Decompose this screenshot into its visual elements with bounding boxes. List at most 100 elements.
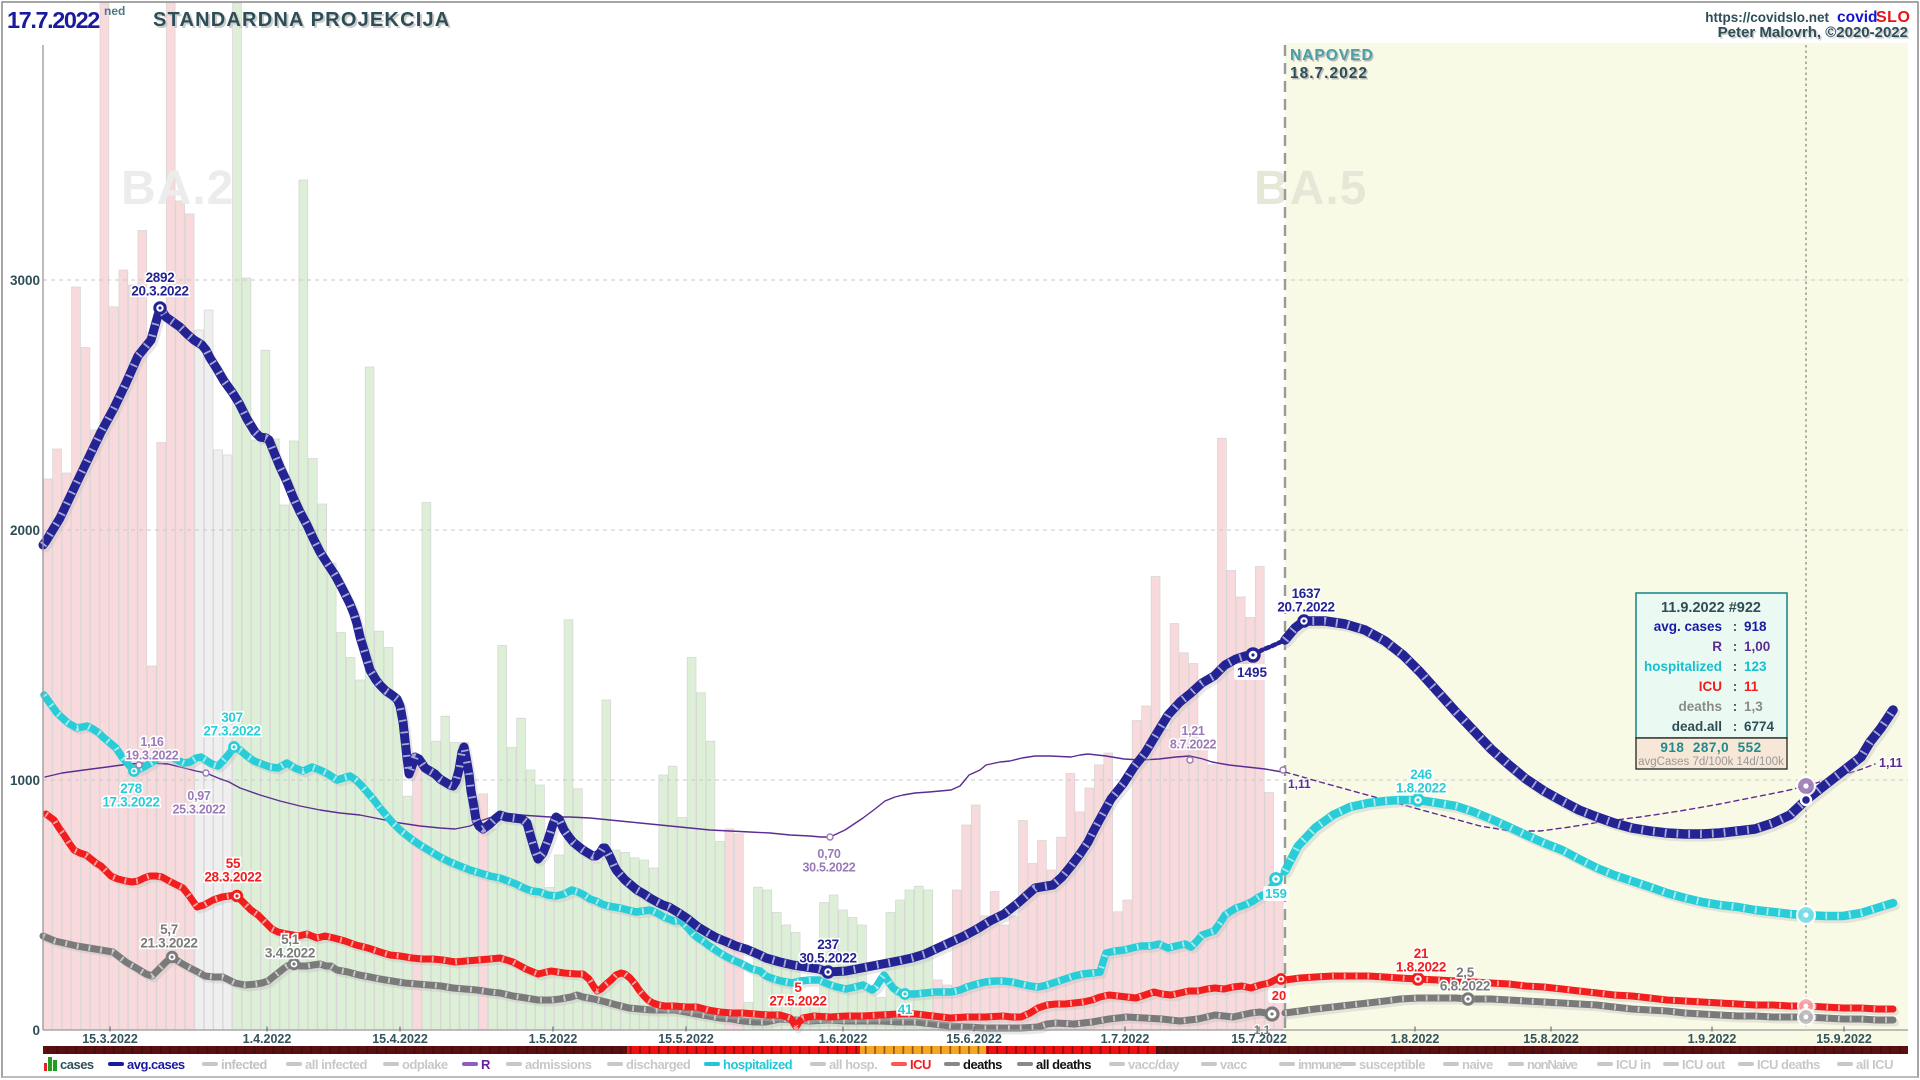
svg-text:15.5.2022: 15.5.2022	[658, 1032, 714, 1046]
svg-text:3000: 3000	[10, 273, 40, 288]
svg-text:dead.all: dead.all	[1672, 719, 1722, 734]
svg-text:20.7.2022: 20.7.2022	[1277, 600, 1334, 615]
svg-text:1.4.2022: 1.4.2022	[243, 1032, 292, 1046]
svg-text:27.3.2022: 27.3.2022	[203, 724, 260, 739]
svg-text::: :	[1733, 679, 1738, 694]
svg-text::: :	[1733, 639, 1738, 654]
svg-text:1.7.2022: 1.7.2022	[1101, 1032, 1150, 1046]
svg-text:3.4.2022: 3.4.2022	[265, 946, 315, 961]
svg-text:8.7.2022: 8.7.2022	[1170, 738, 1217, 752]
svg-text:R: R	[481, 1057, 491, 1072]
svg-text:0,70: 0,70	[817, 847, 840, 861]
svg-text:17.3.2022: 17.3.2022	[102, 795, 159, 810]
svg-text:1495: 1495	[1237, 665, 1268, 680]
svg-text:5,7: 5,7	[160, 922, 178, 937]
svg-text:avg.cases: avg.cases	[127, 1057, 185, 1072]
svg-text:discharged: discharged	[626, 1057, 691, 1072]
svg-text:307: 307	[221, 710, 243, 725]
svg-text:immune: immune	[1298, 1057, 1342, 1072]
svg-text:246: 246	[1410, 767, 1432, 782]
svg-text:ICU deaths: ICU deaths	[1757, 1057, 1820, 1072]
svg-text:1,00: 1,00	[1744, 639, 1770, 654]
svg-text:159: 159	[1265, 886, 1287, 901]
svg-text:NAPOVED: NAPOVED	[1290, 47, 1374, 64]
svg-text:15.9.2022: 15.9.2022	[1816, 1032, 1872, 1046]
svg-text:0: 0	[32, 1023, 40, 1038]
svg-text:11.9.2022 #922: 11.9.2022 #922	[1661, 600, 1761, 616]
svg-text:21.3.2022: 21.3.2022	[140, 936, 197, 951]
svg-text:6.8.2022: 6.8.2022	[1440, 979, 1490, 994]
svg-text:1,16: 1,16	[140, 735, 163, 749]
svg-text:278: 278	[120, 781, 142, 796]
svg-text:30.5.2022: 30.5.2022	[799, 951, 856, 966]
svg-text:naive: naive	[1462, 1057, 1493, 1072]
svg-text:15.7.2022: 15.7.2022	[1231, 1032, 1287, 1046]
svg-text:1.8.2022: 1.8.2022	[1396, 960, 1446, 975]
svg-text:2,5: 2,5	[1456, 965, 1475, 980]
svg-text::: :	[1733, 699, 1738, 714]
svg-text:avg. cases: avg. cases	[1654, 619, 1722, 634]
svg-text:2892: 2892	[146, 270, 175, 285]
svg-text:6774: 6774	[1744, 719, 1775, 734]
svg-text:918: 918	[1744, 619, 1767, 634]
svg-text:ned: ned	[104, 4, 125, 18]
svg-text:1.5.2022: 1.5.2022	[529, 1032, 578, 1046]
svg-text:all infected: all infected	[305, 1057, 367, 1072]
svg-text:918 287,0 552: 918 287,0 552	[1660, 740, 1761, 755]
svg-text:18.7.2022: 18.7.2022	[1290, 65, 1368, 82]
svg-text:0,97: 0,97	[187, 789, 210, 803]
svg-text:hospitalized: hospitalized	[723, 1057, 793, 1072]
svg-text:ICU in: ICU in	[1616, 1057, 1651, 1072]
svg-text:27.5.2022: 27.5.2022	[769, 994, 826, 1009]
svg-text:1,21: 1,21	[1181, 724, 1204, 738]
svg-text:BA.5: BA.5	[1254, 162, 1367, 215]
svg-text:30.5.2022: 30.5.2022	[803, 861, 856, 875]
svg-text:5,1: 5,1	[281, 932, 300, 947]
svg-text:20.3.2022: 20.3.2022	[131, 284, 188, 299]
svg-text:https://covidslo.net: https://covidslo.net	[1705, 10, 1829, 25]
svg-text:R: R	[1712, 639, 1722, 654]
svg-text:123: 123	[1744, 659, 1767, 674]
svg-text:all ICU: all ICU	[1856, 1057, 1893, 1072]
svg-text:1.6.2022: 1.6.2022	[819, 1032, 868, 1046]
svg-text:17.7.2022: 17.7.2022	[7, 7, 100, 33]
svg-text:1.8.2022: 1.8.2022	[1396, 781, 1446, 796]
svg-text::: :	[1733, 719, 1738, 734]
svg-text:nonNaive: nonNaive	[1527, 1057, 1578, 1072]
svg-text:55: 55	[226, 856, 241, 871]
svg-text:vacc: vacc	[1220, 1057, 1247, 1072]
svg-text:15.6.2022: 15.6.2022	[946, 1032, 1002, 1046]
svg-text:avgCases 7d/100k 14d/100k: avgCases 7d/100k 14d/100k	[1638, 756, 1784, 768]
svg-text:hospitalized: hospitalized	[1644, 659, 1722, 674]
svg-text:odplake: odplake	[402, 1057, 448, 1072]
svg-text:susceptible: susceptible	[1359, 1057, 1425, 1072]
svg-text:admissions: admissions	[525, 1057, 592, 1072]
svg-text:STANDARDNA PROJEKCIJA: STANDARDNA PROJEKCIJA	[153, 9, 450, 31]
svg-text:237: 237	[817, 937, 839, 952]
svg-text::: :	[1733, 619, 1738, 634]
svg-text:1.8.2022: 1.8.2022	[1391, 1032, 1440, 1046]
svg-text:all hosp.: all hosp.	[829, 1057, 877, 1072]
svg-text:covid: covid	[1837, 9, 1877, 26]
svg-text:vacc/day: vacc/day	[1128, 1057, 1180, 1072]
svg-text:5: 5	[794, 980, 802, 995]
svg-text:1,3: 1,3	[1744, 699, 1763, 714]
svg-text:ICU out: ICU out	[1682, 1057, 1726, 1072]
svg-text:15.4.2022: 15.4.2022	[372, 1032, 428, 1046]
svg-text:1,11: 1,11	[1288, 777, 1311, 791]
svg-text:BA.2: BA.2	[121, 162, 234, 215]
svg-text:deaths: deaths	[1678, 699, 1722, 714]
svg-text:11: 11	[1744, 679, 1759, 694]
svg-text:41: 41	[898, 1002, 913, 1017]
svg-text:cases: cases	[60, 1057, 94, 1072]
svg-text:1000: 1000	[10, 773, 40, 788]
svg-text:28.3.2022: 28.3.2022	[204, 870, 261, 885]
svg-text:15.8.2022: 15.8.2022	[1523, 1032, 1579, 1046]
svg-text:infected: infected	[221, 1057, 267, 1072]
svg-text:SLO: SLO	[1876, 9, 1910, 26]
svg-text:1,11: 1,11	[1879, 756, 1903, 770]
svg-text::: :	[1733, 659, 1738, 674]
svg-text:15.3.2022: 15.3.2022	[82, 1032, 138, 1046]
svg-text:ICU: ICU	[910, 1057, 931, 1072]
svg-text:21: 21	[1414, 946, 1429, 961]
